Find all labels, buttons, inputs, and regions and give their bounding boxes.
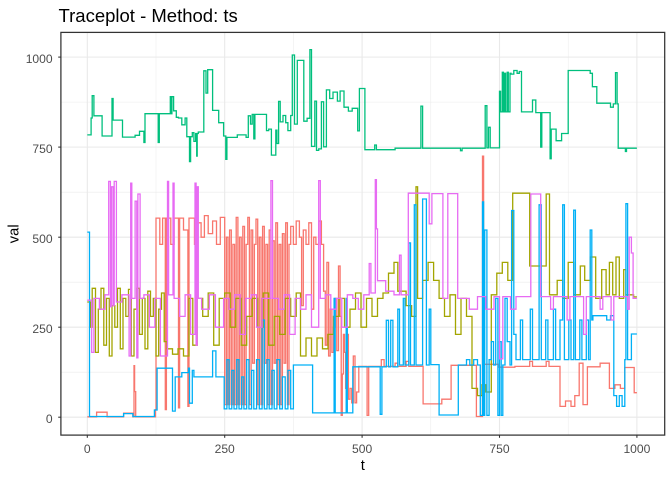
svg-text:0: 0 <box>46 412 53 426</box>
svg-text:t: t <box>361 458 365 474</box>
svg-text:250: 250 <box>215 442 235 456</box>
svg-text:500: 500 <box>352 442 372 456</box>
svg-text:500: 500 <box>32 232 52 246</box>
svg-text:val: val <box>7 224 23 243</box>
svg-text:1000: 1000 <box>26 52 53 66</box>
svg-text:750: 750 <box>489 442 509 456</box>
svg-text:1000: 1000 <box>623 442 650 456</box>
svg-text:750: 750 <box>32 142 52 156</box>
svg-text:0: 0 <box>84 442 91 456</box>
svg-text:Traceplot - Method: ts: Traceplot - Method: ts <box>59 5 238 26</box>
svg-text:250: 250 <box>32 322 52 336</box>
